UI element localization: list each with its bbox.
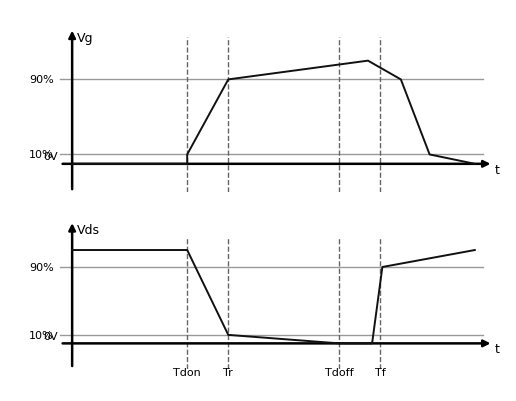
- Text: 90%: 90%: [29, 75, 54, 85]
- Text: t: t: [494, 342, 499, 355]
- Text: Tdoff: Tdoff: [325, 367, 353, 377]
- Text: Tf: Tf: [375, 367, 385, 377]
- Text: Vds: Vds: [77, 223, 100, 236]
- Text: Tdon: Tdon: [173, 367, 201, 377]
- Text: Vg: Vg: [77, 32, 93, 45]
- Text: 10%: 10%: [29, 330, 54, 340]
- Text: Tr: Tr: [223, 367, 233, 377]
- Text: 10%: 10%: [29, 150, 54, 160]
- Text: 0V: 0V: [43, 152, 58, 162]
- Text: 90%: 90%: [29, 262, 54, 272]
- Text: t: t: [494, 164, 499, 176]
- Text: 0V: 0V: [43, 331, 58, 341]
